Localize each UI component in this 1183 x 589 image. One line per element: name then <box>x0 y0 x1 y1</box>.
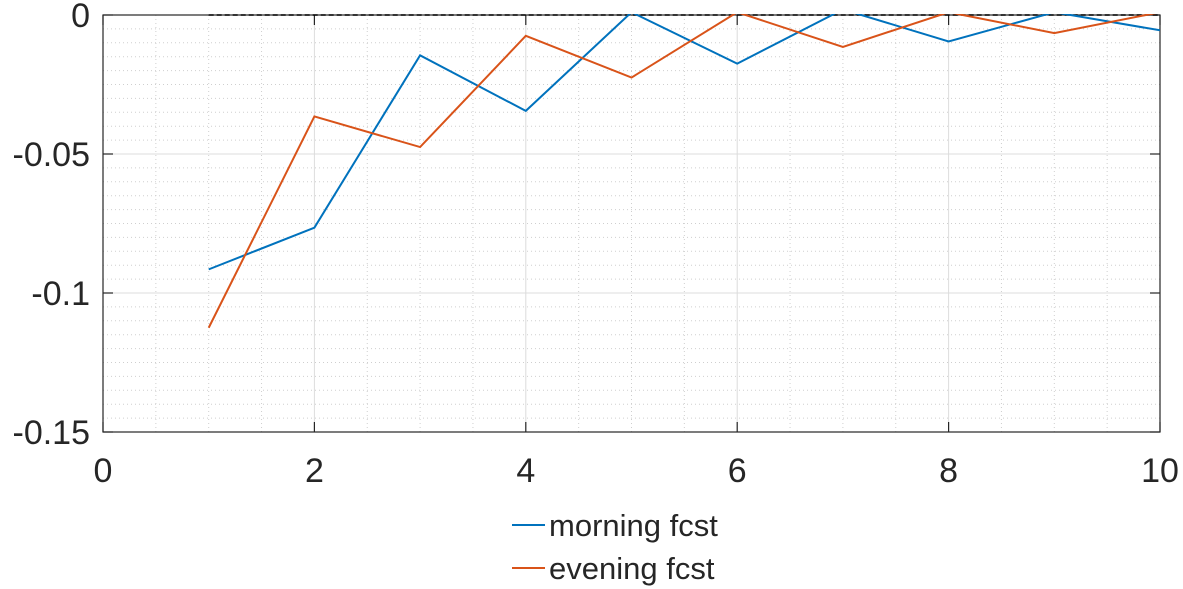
series-layer <box>207 14 1160 329</box>
legend-label: evening fcst <box>549 551 715 586</box>
axis-ticks <box>102 14 1161 433</box>
x-tick-label: 6 <box>728 452 747 490</box>
x-tick-label: 10 <box>1141 452 1179 490</box>
y-tick-label: -0.05 <box>13 136 91 174</box>
y-tick-label: -0.15 <box>13 414 91 452</box>
legend: morning fcst evening fcst <box>512 508 718 586</box>
series-line-evening-fcst <box>207 14 1157 329</box>
x-tick-label: 4 <box>516 452 535 490</box>
major-grid <box>103 15 1160 432</box>
y-tick-label: 0 <box>71 0 90 35</box>
x-tick-label: 8 <box>939 452 958 490</box>
y-axis-tick-labels: 0 -0.05 -0.1 -0.15 <box>13 0 91 452</box>
x-tick-label: 0 <box>94 452 113 490</box>
x-axis-tick-labels: 0 2 4 6 8 10 <box>94 452 1179 490</box>
legend-label: morning fcst <box>549 508 718 543</box>
y-tick-label: -0.1 <box>31 275 90 313</box>
minor-grid <box>103 15 1160 432</box>
x-tick-label: 2 <box>305 452 324 490</box>
plot-area-frame <box>102 14 1161 433</box>
series-line-morning-fcst <box>208 14 1160 271</box>
